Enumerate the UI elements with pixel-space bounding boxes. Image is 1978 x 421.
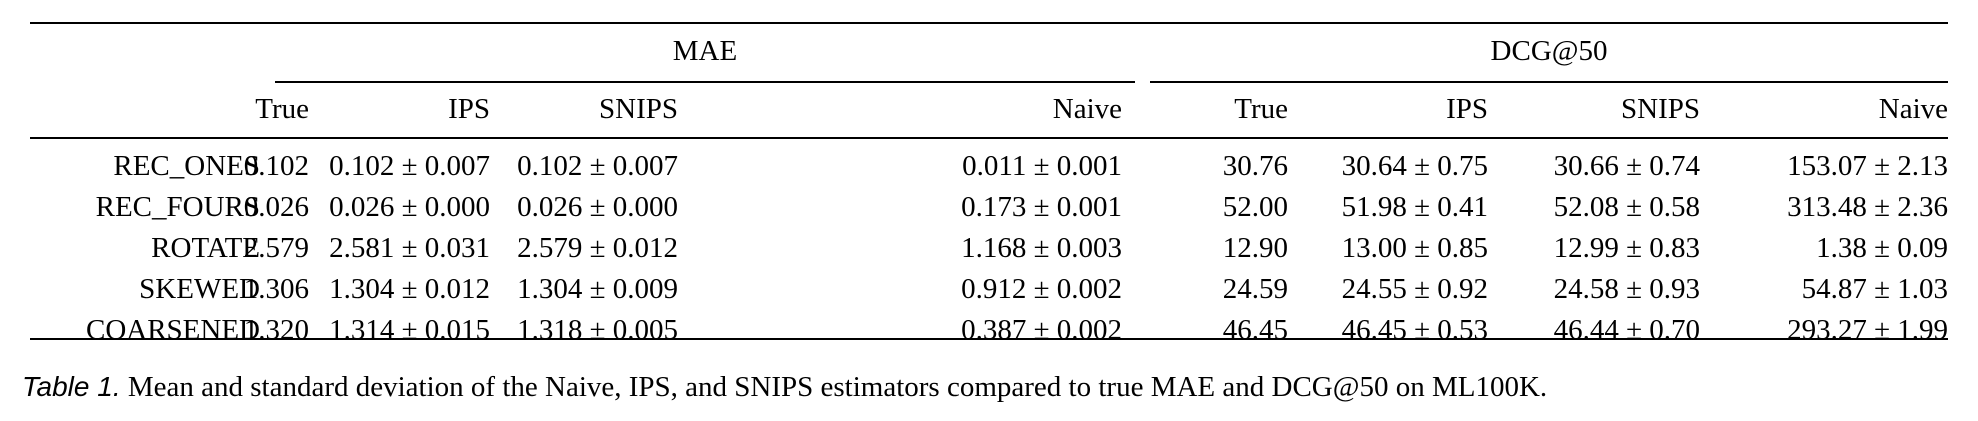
table-cell: 1.314 ± 0.015 <box>329 314 490 346</box>
header-rule <box>30 137 1948 139</box>
col-header-mae-naive: Naive <box>1052 93 1122 125</box>
group-header-mae: MAE <box>672 35 738 67</box>
row-label: ROTATE <box>151 232 260 264</box>
top-rule <box>30 22 1948 24</box>
group-rule-dcg <box>1150 81 1948 83</box>
col-header-dcg-naive: Naive <box>1878 93 1948 125</box>
table-cell: 1.38 ± 0.09 <box>1816 232 1948 264</box>
table-cell: 46.44 ± 0.70 <box>1553 314 1700 346</box>
table-cell: 0.026 ± 0.000 <box>517 191 678 223</box>
table-cell: 51.98 ± 0.41 <box>1341 191 1488 223</box>
table-cell: 0.102 <box>243 150 309 182</box>
table-cell: 153.07 ± 2.13 <box>1787 150 1948 182</box>
table-cell: 30.76 <box>1222 150 1288 182</box>
table-cell: 1.320 <box>243 314 309 346</box>
table-cell: 54.87 ± 1.03 <box>1801 273 1948 305</box>
table-cell: 46.45 ± 0.53 <box>1341 314 1488 346</box>
table-cell: 2.579 ± 0.012 <box>517 232 678 264</box>
caption-label: Table 1. <box>22 371 121 402</box>
table-cell: 0.026 <box>243 191 309 223</box>
table-cell: 2.581 ± 0.031 <box>329 232 490 264</box>
table-cell: 13.00 ± 0.85 <box>1341 232 1488 264</box>
table-cell: 12.90 <box>1222 232 1288 264</box>
table-cell: 1.304 ± 0.009 <box>517 273 678 305</box>
col-header-mae-true: True <box>255 93 309 125</box>
row-label: COARSENED <box>85 314 260 346</box>
table-cell: 1.304 ± 0.012 <box>329 273 490 305</box>
group-rule-mae <box>275 81 1135 83</box>
caption-text: Mean and standard deviation of the Naive… <box>120 371 1548 403</box>
table-cell: 0.102 ± 0.007 <box>517 150 678 182</box>
table-cell: 293.27 ± 1.99 <box>1787 314 1948 346</box>
col-header-dcg-ips: IPS <box>1446 93 1488 125</box>
table-cell: 2.579 <box>243 232 309 264</box>
table-cell: 1.168 ± 0.003 <box>961 232 1122 264</box>
col-header-dcg-true: True <box>1234 93 1288 125</box>
group-header-dcg: DCG@50 <box>1490 35 1608 67</box>
col-header-mae-ips: IPS <box>448 93 490 125</box>
table-cell: 0.912 ± 0.002 <box>961 273 1122 305</box>
row-label: REC_FOURS <box>95 191 260 223</box>
table-cell: 30.64 ± 0.75 <box>1341 150 1488 182</box>
table-cell: 1.306 <box>243 273 309 305</box>
table-cell: 0.026 ± 0.000 <box>329 191 490 223</box>
table-cell: 24.59 <box>1222 273 1288 305</box>
table-cell: 0.173 ± 0.001 <box>961 191 1122 223</box>
col-header-mae-snips: SNIPS <box>599 93 678 125</box>
table-cell: 313.48 ± 2.36 <box>1787 191 1948 223</box>
table-cell: 46.45 <box>1222 314 1288 346</box>
table-cell: 1.318 ± 0.005 <box>517 314 678 346</box>
table-cell: 52.00 <box>1222 191 1288 223</box>
table-cell: 0.011 ± 0.001 <box>962 150 1122 182</box>
row-label: SKEWED <box>139 273 260 305</box>
table-cell: 0.102 ± 0.007 <box>329 150 490 182</box>
table-cell: 24.58 ± 0.93 <box>1553 273 1700 305</box>
col-header-dcg-snips: SNIPS <box>1621 93 1700 125</box>
table-caption: Table 1. Mean and standard deviation of … <box>22 369 1547 405</box>
table-cell: 30.66 ± 0.74 <box>1553 150 1700 182</box>
bottom-rule <box>30 338 1948 340</box>
row-label: REC_ONES <box>113 150 260 182</box>
table-cell: 24.55 ± 0.92 <box>1341 273 1488 305</box>
table-cell: 52.08 ± 0.58 <box>1553 191 1700 223</box>
table-cell: 0.387 ± 0.002 <box>961 314 1122 346</box>
table-cell: 12.99 ± 0.83 <box>1553 232 1700 264</box>
